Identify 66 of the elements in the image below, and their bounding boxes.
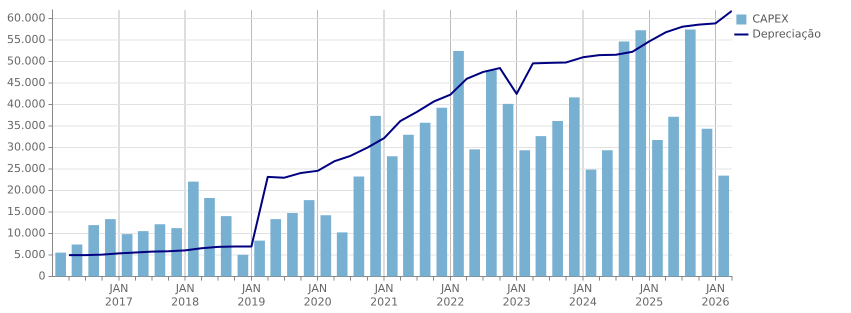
bar bbox=[652, 140, 663, 276]
y-tick-label: 45.000 bbox=[6, 76, 46, 89]
y-tick-label: 50.000 bbox=[6, 54, 46, 68]
bar bbox=[684, 29, 696, 276]
bar bbox=[718, 176, 730, 276]
bar bbox=[519, 150, 530, 276]
bar bbox=[55, 252, 66, 276]
x-tick-label: JAN 2025 bbox=[635, 282, 664, 308]
x-tick-label: JAN 2023 bbox=[502, 282, 531, 308]
y-tick-label: 30.000 bbox=[6, 140, 46, 154]
y-tick-label: 5.000 bbox=[14, 248, 46, 261]
bar bbox=[188, 182, 199, 276]
bar bbox=[336, 232, 348, 276]
bar bbox=[668, 116, 679, 276]
y-tick-label: 40.000 bbox=[6, 97, 46, 110]
bar bbox=[122, 234, 132, 276]
bar bbox=[552, 121, 563, 276]
bar bbox=[602, 150, 613, 276]
y-tick-label: 10.000 bbox=[6, 226, 46, 240]
bar bbox=[370, 116, 381, 276]
bar bbox=[320, 215, 332, 276]
bar bbox=[502, 104, 514, 276]
y-tick-label: 0 bbox=[38, 269, 46, 282]
bar bbox=[171, 228, 182, 276]
legend-label: CAPEX bbox=[752, 12, 790, 26]
y-tick-label: 20.000 bbox=[6, 183, 46, 196]
bar bbox=[420, 122, 430, 276]
bar bbox=[154, 224, 166, 276]
bar bbox=[354, 176, 364, 276]
bar bbox=[204, 198, 215, 276]
x-tick-label: JAN 2024 bbox=[568, 282, 597, 308]
bar bbox=[469, 149, 480, 276]
bar bbox=[254, 240, 265, 276]
bar bbox=[105, 219, 116, 276]
bar bbox=[238, 254, 248, 276]
legend-label: Depreciação bbox=[752, 27, 822, 40]
x-tick-label: JAN 2020 bbox=[304, 282, 332, 308]
x-tick-label: JAN 2021 bbox=[370, 282, 398, 308]
y-tick-label: 25.000 bbox=[6, 162, 46, 175]
bar bbox=[287, 213, 298, 276]
bar bbox=[386, 156, 398, 276]
bar bbox=[138, 231, 149, 276]
x-tick-label: JAN 2019 bbox=[237, 282, 266, 308]
bar bbox=[486, 70, 497, 276]
bar bbox=[436, 108, 448, 276]
x-tick-label: JAN 2026 bbox=[702, 282, 730, 308]
bar bbox=[618, 41, 630, 276]
y-tick-label: 60.000 bbox=[6, 11, 46, 24]
bar bbox=[88, 225, 100, 276]
bar bbox=[304, 200, 314, 276]
bar bbox=[453, 50, 464, 276]
bar bbox=[702, 128, 712, 276]
y-tick-label: 15.000 bbox=[6, 204, 46, 218]
bar bbox=[586, 170, 596, 276]
bar bbox=[270, 219, 282, 276]
bar bbox=[72, 244, 82, 276]
x-tick-label: JAN 2018 bbox=[171, 282, 200, 308]
bar bbox=[536, 136, 546, 276]
x-tick-label: JAN 2017 bbox=[104, 282, 133, 308]
bar bbox=[220, 216, 232, 276]
bar bbox=[568, 97, 580, 276]
bar bbox=[635, 30, 646, 276]
bar bbox=[403, 134, 414, 276]
y-tick-label: 55.000 bbox=[6, 32, 46, 46]
x-tick-label: JAN 2022 bbox=[436, 282, 464, 308]
y-tick-label: 35.000 bbox=[6, 118, 46, 132]
